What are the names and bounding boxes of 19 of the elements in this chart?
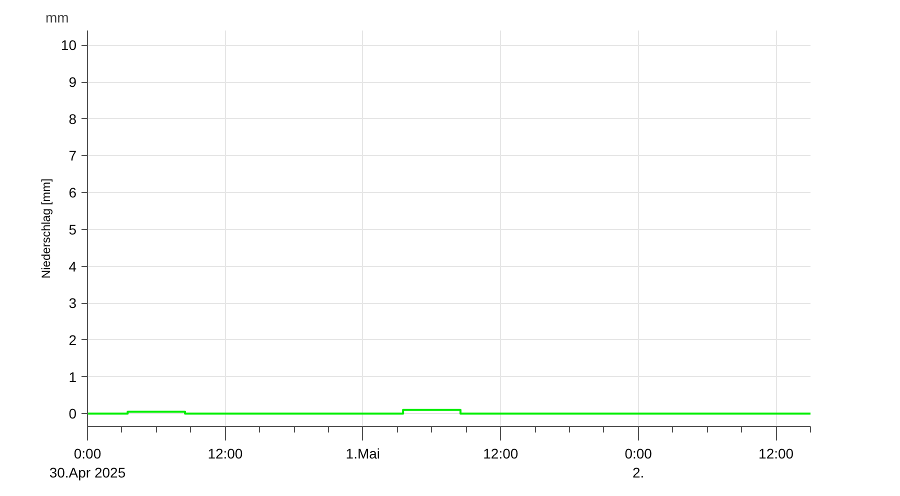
x-tick-label: 1.Mai [346,446,380,462]
text: mm [46,10,69,26]
y-axis-title: Niederschlag [mm] [38,178,53,279]
x-tick-label: 12:00 [483,446,518,462]
y-tick-label: 5 [68,221,77,238]
y-tick-label: 2 [68,332,77,348]
y-tick-label: 0 [68,406,77,422]
x-tick-label: 12:00 [758,446,794,462]
y-tick-label: 7 [68,148,77,164]
y-tick-label: 9 [68,74,77,90]
y-tick-label: 8 [68,110,77,127]
y-tick-label: 3 [68,295,77,312]
y-tick-label: 4 [68,258,77,274]
x-tick-label: 0:00 30.Apr 2025 [49,446,126,481]
y-tick-label: 10 [60,37,77,54]
y-tick-label: 1 [68,368,77,385]
x-tick-label: 0:00 2. [624,446,652,481]
x-tick-label: 12:00 [208,446,243,462]
y-tick-label: 6 [68,184,77,201]
